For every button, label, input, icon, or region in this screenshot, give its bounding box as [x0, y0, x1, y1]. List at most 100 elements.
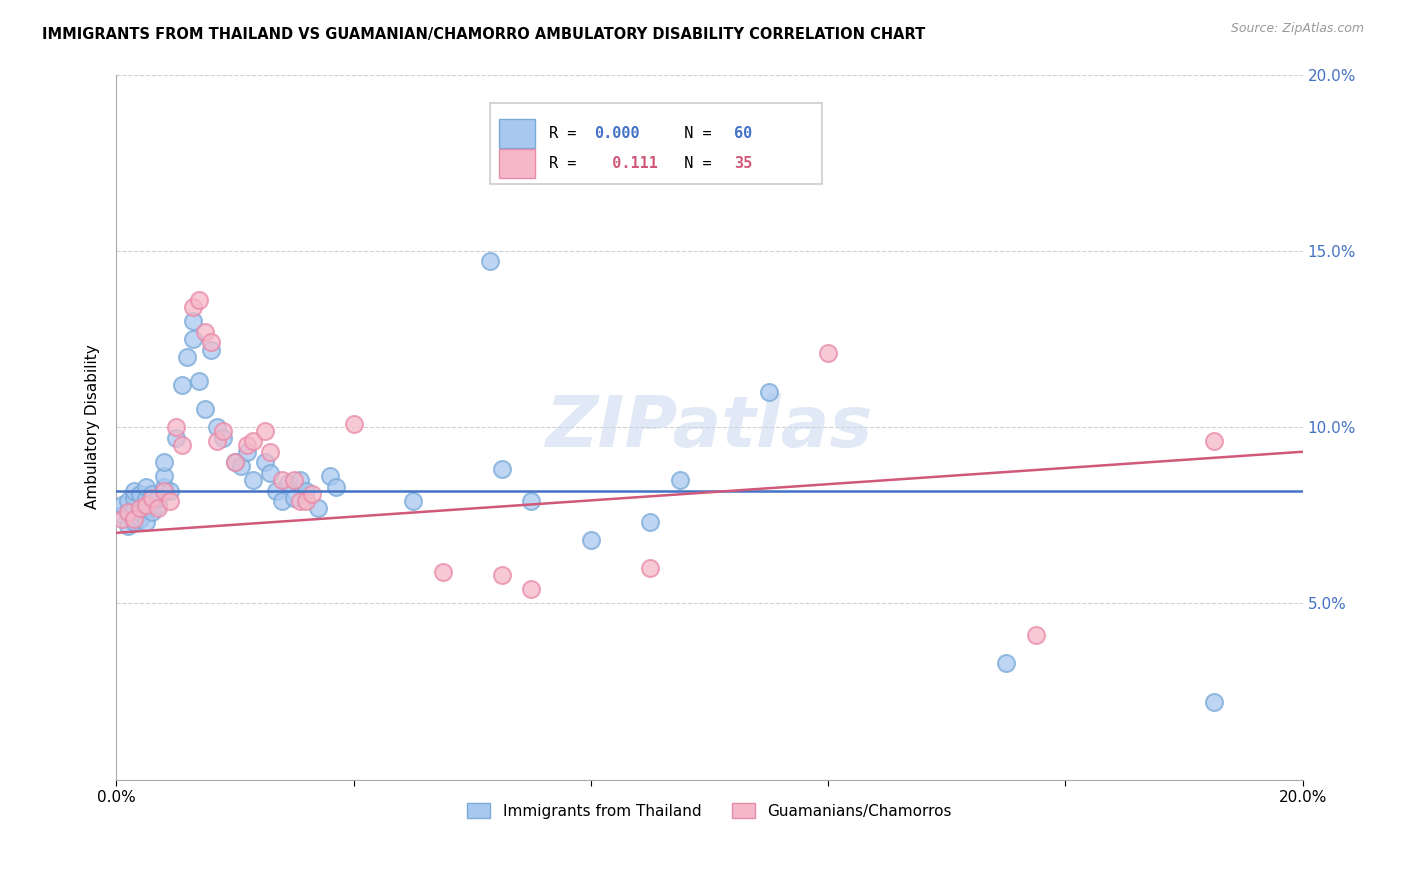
Point — [135, 491, 157, 505]
Point — [668, 473, 690, 487]
Point — [194, 402, 217, 417]
Point — [205, 434, 228, 449]
Point — [242, 473, 264, 487]
Bar — [499, 120, 536, 148]
Point — [122, 512, 145, 526]
Point — [117, 518, 139, 533]
Point — [165, 420, 187, 434]
Point — [188, 374, 211, 388]
Point — [342, 417, 364, 431]
Point — [205, 420, 228, 434]
Point — [183, 300, 205, 314]
Point — [183, 332, 205, 346]
Point — [117, 505, 139, 519]
Point — [122, 483, 145, 498]
Point — [319, 469, 342, 483]
Point — [117, 505, 139, 519]
Point — [194, 325, 217, 339]
Point — [141, 494, 163, 508]
Text: 35: 35 — [734, 156, 752, 171]
Point — [491, 568, 513, 582]
Point — [229, 458, 252, 473]
Point — [1202, 695, 1225, 709]
Point — [259, 466, 281, 480]
Point — [146, 491, 169, 505]
Point — [129, 487, 152, 501]
Point — [183, 314, 205, 328]
Point — [520, 494, 543, 508]
Point — [111, 508, 134, 523]
Point — [200, 335, 222, 350]
Text: R =: R = — [550, 126, 586, 141]
Point — [253, 424, 276, 438]
Point — [325, 480, 347, 494]
Text: N =: N = — [665, 126, 720, 141]
Point — [141, 487, 163, 501]
Y-axis label: Ambulatory Disability: Ambulatory Disability — [86, 344, 100, 509]
Point — [188, 293, 211, 307]
Text: ZIPatlas: ZIPatlas — [546, 392, 873, 461]
Point — [159, 494, 181, 508]
Point — [283, 473, 305, 487]
Point — [236, 438, 259, 452]
Point — [152, 483, 174, 498]
Point — [491, 462, 513, 476]
Point — [271, 494, 294, 508]
Point — [200, 343, 222, 357]
Point — [288, 473, 311, 487]
Point — [129, 505, 152, 519]
Point — [288, 494, 311, 508]
Point — [295, 494, 318, 508]
Point — [758, 384, 780, 399]
Point — [402, 494, 425, 508]
Text: 0.000: 0.000 — [595, 126, 640, 141]
Point — [152, 480, 174, 494]
Point — [236, 444, 259, 458]
Point — [212, 431, 235, 445]
Point — [638, 515, 661, 529]
Point — [295, 483, 318, 498]
Point — [152, 469, 174, 483]
Point — [432, 565, 454, 579]
Point — [111, 498, 134, 512]
Point — [146, 501, 169, 516]
Point — [141, 505, 163, 519]
Point — [307, 501, 329, 516]
Point — [271, 473, 294, 487]
Point — [129, 512, 152, 526]
Point — [224, 455, 246, 469]
Point — [152, 455, 174, 469]
Point — [170, 377, 193, 392]
Text: Source: ZipAtlas.com: Source: ZipAtlas.com — [1230, 22, 1364, 36]
Point — [135, 498, 157, 512]
Point — [129, 501, 152, 516]
Point — [122, 491, 145, 505]
Point — [259, 444, 281, 458]
Bar — [499, 150, 536, 178]
Point — [170, 438, 193, 452]
Point — [277, 476, 299, 491]
FancyBboxPatch shape — [489, 103, 823, 184]
Point — [266, 483, 288, 498]
Point — [165, 431, 187, 445]
Point — [224, 455, 246, 469]
Point — [135, 480, 157, 494]
Text: R =: R = — [550, 156, 586, 171]
Point — [520, 582, 543, 597]
Point — [122, 515, 145, 529]
Text: 60: 60 — [734, 126, 752, 141]
Point — [176, 350, 198, 364]
Point — [111, 512, 134, 526]
Point — [301, 487, 323, 501]
Point — [253, 455, 276, 469]
Text: N =: N = — [665, 156, 720, 171]
Point — [478, 254, 501, 268]
Point — [817, 346, 839, 360]
Point — [117, 494, 139, 508]
Point — [159, 483, 181, 498]
Point — [995, 657, 1018, 671]
Text: IMMIGRANTS FROM THAILAND VS GUAMANIAN/CHAMORRO AMBULATORY DISABILITY CORRELATION: IMMIGRANTS FROM THAILAND VS GUAMANIAN/CH… — [42, 27, 925, 42]
Point — [146, 498, 169, 512]
Point — [135, 515, 157, 529]
Legend: Immigrants from Thailand, Guamanians/Chamorros: Immigrants from Thailand, Guamanians/Cha… — [461, 797, 957, 825]
